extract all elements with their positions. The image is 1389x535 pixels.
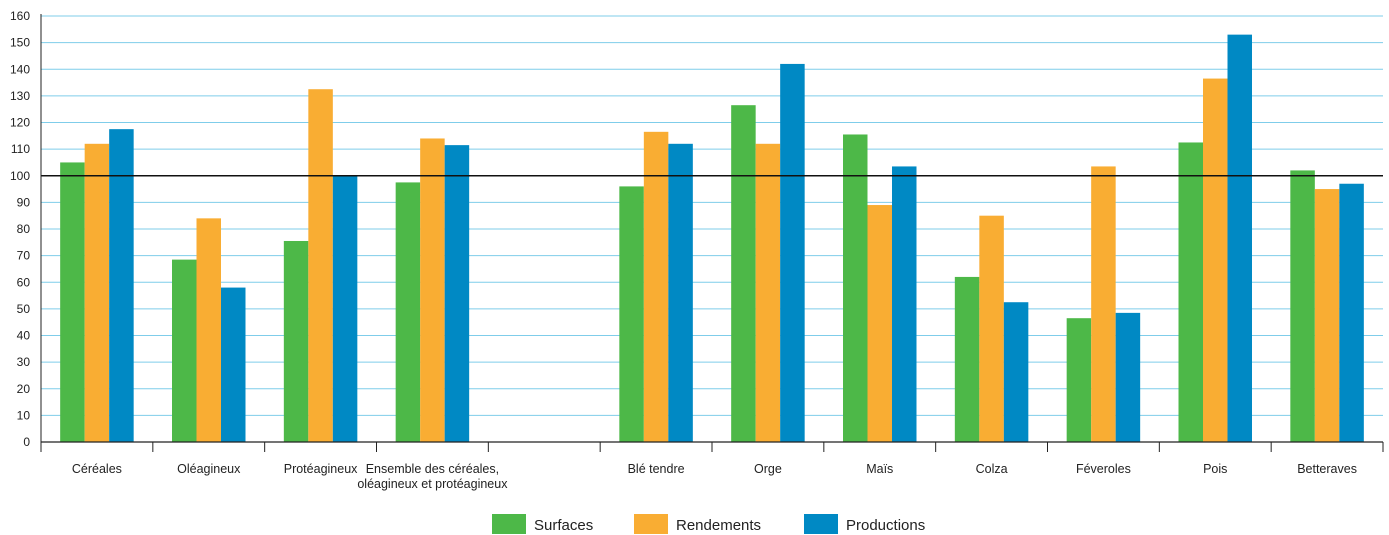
bar-rendements — [643, 131, 669, 442]
y-tick-label: 120 — [10, 116, 30, 130]
bar-rendements — [420, 138, 445, 442]
category-label: Féveroles — [1076, 462, 1131, 476]
bar-productions — [109, 129, 134, 442]
category-label: Maïs — [866, 462, 893, 476]
bar-productions — [1227, 34, 1252, 442]
legend-swatch-productions — [804, 514, 838, 534]
y-tick-label: 150 — [10, 36, 30, 50]
y-axis-tick-labels: 0 10 20 30 40 50 60 70 80 90 100 110 120 130 140 150 160 — [10, 9, 30, 449]
category-label: Ensemble des céréales, — [366, 462, 499, 476]
grid-lines — [41, 15, 1383, 416]
legend-label: Rendements — [676, 517, 761, 534]
y-tick-label: 70 — [17, 249, 31, 263]
bar-productions — [1115, 312, 1141, 442]
bar-productions — [668, 143, 693, 443]
category-label: Blé tendre — [628, 462, 685, 476]
category-label: Pois — [1203, 462, 1227, 476]
legend-label: Surfaces — [534, 517, 593, 534]
y-tick-label: 80 — [17, 222, 31, 236]
bar-rendements — [84, 143, 110, 443]
axes — [40, 14, 1384, 452]
bar-productions — [444, 145, 470, 442]
bar-surfaces — [1178, 142, 1203, 442]
category-label: Protéagineux — [284, 462, 358, 476]
bar-rendements — [196, 218, 221, 442]
legend: Surfaces Rendements Productions — [492, 514, 925, 534]
bar-productions — [780, 63, 805, 443]
y-tick-label: 140 — [10, 62, 30, 76]
bars — [60, 34, 1364, 443]
bar-surfaces — [395, 182, 421, 442]
y-tick-label: 50 — [17, 302, 31, 316]
y-tick-label: 20 — [17, 382, 31, 396]
x-axis-category-labels: Céréales Oléagineux Protéagineux Ensemble d… — [72, 462, 1357, 491]
category-label: Oléagineux — [177, 462, 241, 476]
bar-rendements — [1203, 78, 1228, 442]
y-tick-label: 40 — [17, 329, 31, 343]
bar-surfaces — [731, 105, 756, 442]
bar-surfaces — [619, 186, 644, 442]
bar-productions — [221, 287, 246, 442]
category-label: Colza — [976, 462, 1008, 476]
bar-surfaces — [954, 276, 980, 442]
y-tick-label: 110 — [11, 142, 30, 156]
bar-productions — [1339, 183, 1364, 443]
legend-swatch-surfaces — [492, 514, 526, 534]
y-tick-label: 30 — [17, 355, 31, 369]
category-label: Betteraves — [1297, 462, 1357, 476]
bar-surfaces — [1290, 170, 1315, 443]
y-tick-label: 90 — [17, 195, 31, 209]
bar-surfaces — [60, 162, 85, 442]
bar-rendements — [1314, 189, 1340, 442]
bar-rendements — [979, 215, 1004, 442]
bar-rendements — [755, 143, 781, 443]
category-label: Céréales — [72, 462, 122, 476]
bar-productions — [1003, 302, 1029, 442]
y-tick-label: 130 — [10, 89, 30, 103]
bar-productions — [892, 166, 917, 442]
bar-rendements — [1091, 166, 1116, 442]
bar-productions — [332, 175, 358, 442]
category-label: Orge — [754, 462, 782, 476]
bar-surfaces — [283, 240, 309, 442]
legend-label: Productions — [846, 517, 925, 534]
category-label: oléagineux et protéagineux — [357, 477, 508, 491]
bar-rendements — [308, 89, 333, 442]
y-tick-label: 0 — [23, 435, 30, 449]
bar-surfaces — [843, 134, 868, 442]
y-tick-label: 160 — [10, 9, 30, 23]
bar-rendements — [867, 205, 892, 442]
y-tick-label: 60 — [17, 275, 31, 289]
y-tick-label: 100 — [10, 169, 30, 183]
legend-swatch-rendements — [634, 514, 668, 534]
bar-surfaces — [1066, 318, 1092, 442]
y-tick-label: 10 — [17, 408, 31, 422]
bar-surfaces — [172, 259, 197, 442]
